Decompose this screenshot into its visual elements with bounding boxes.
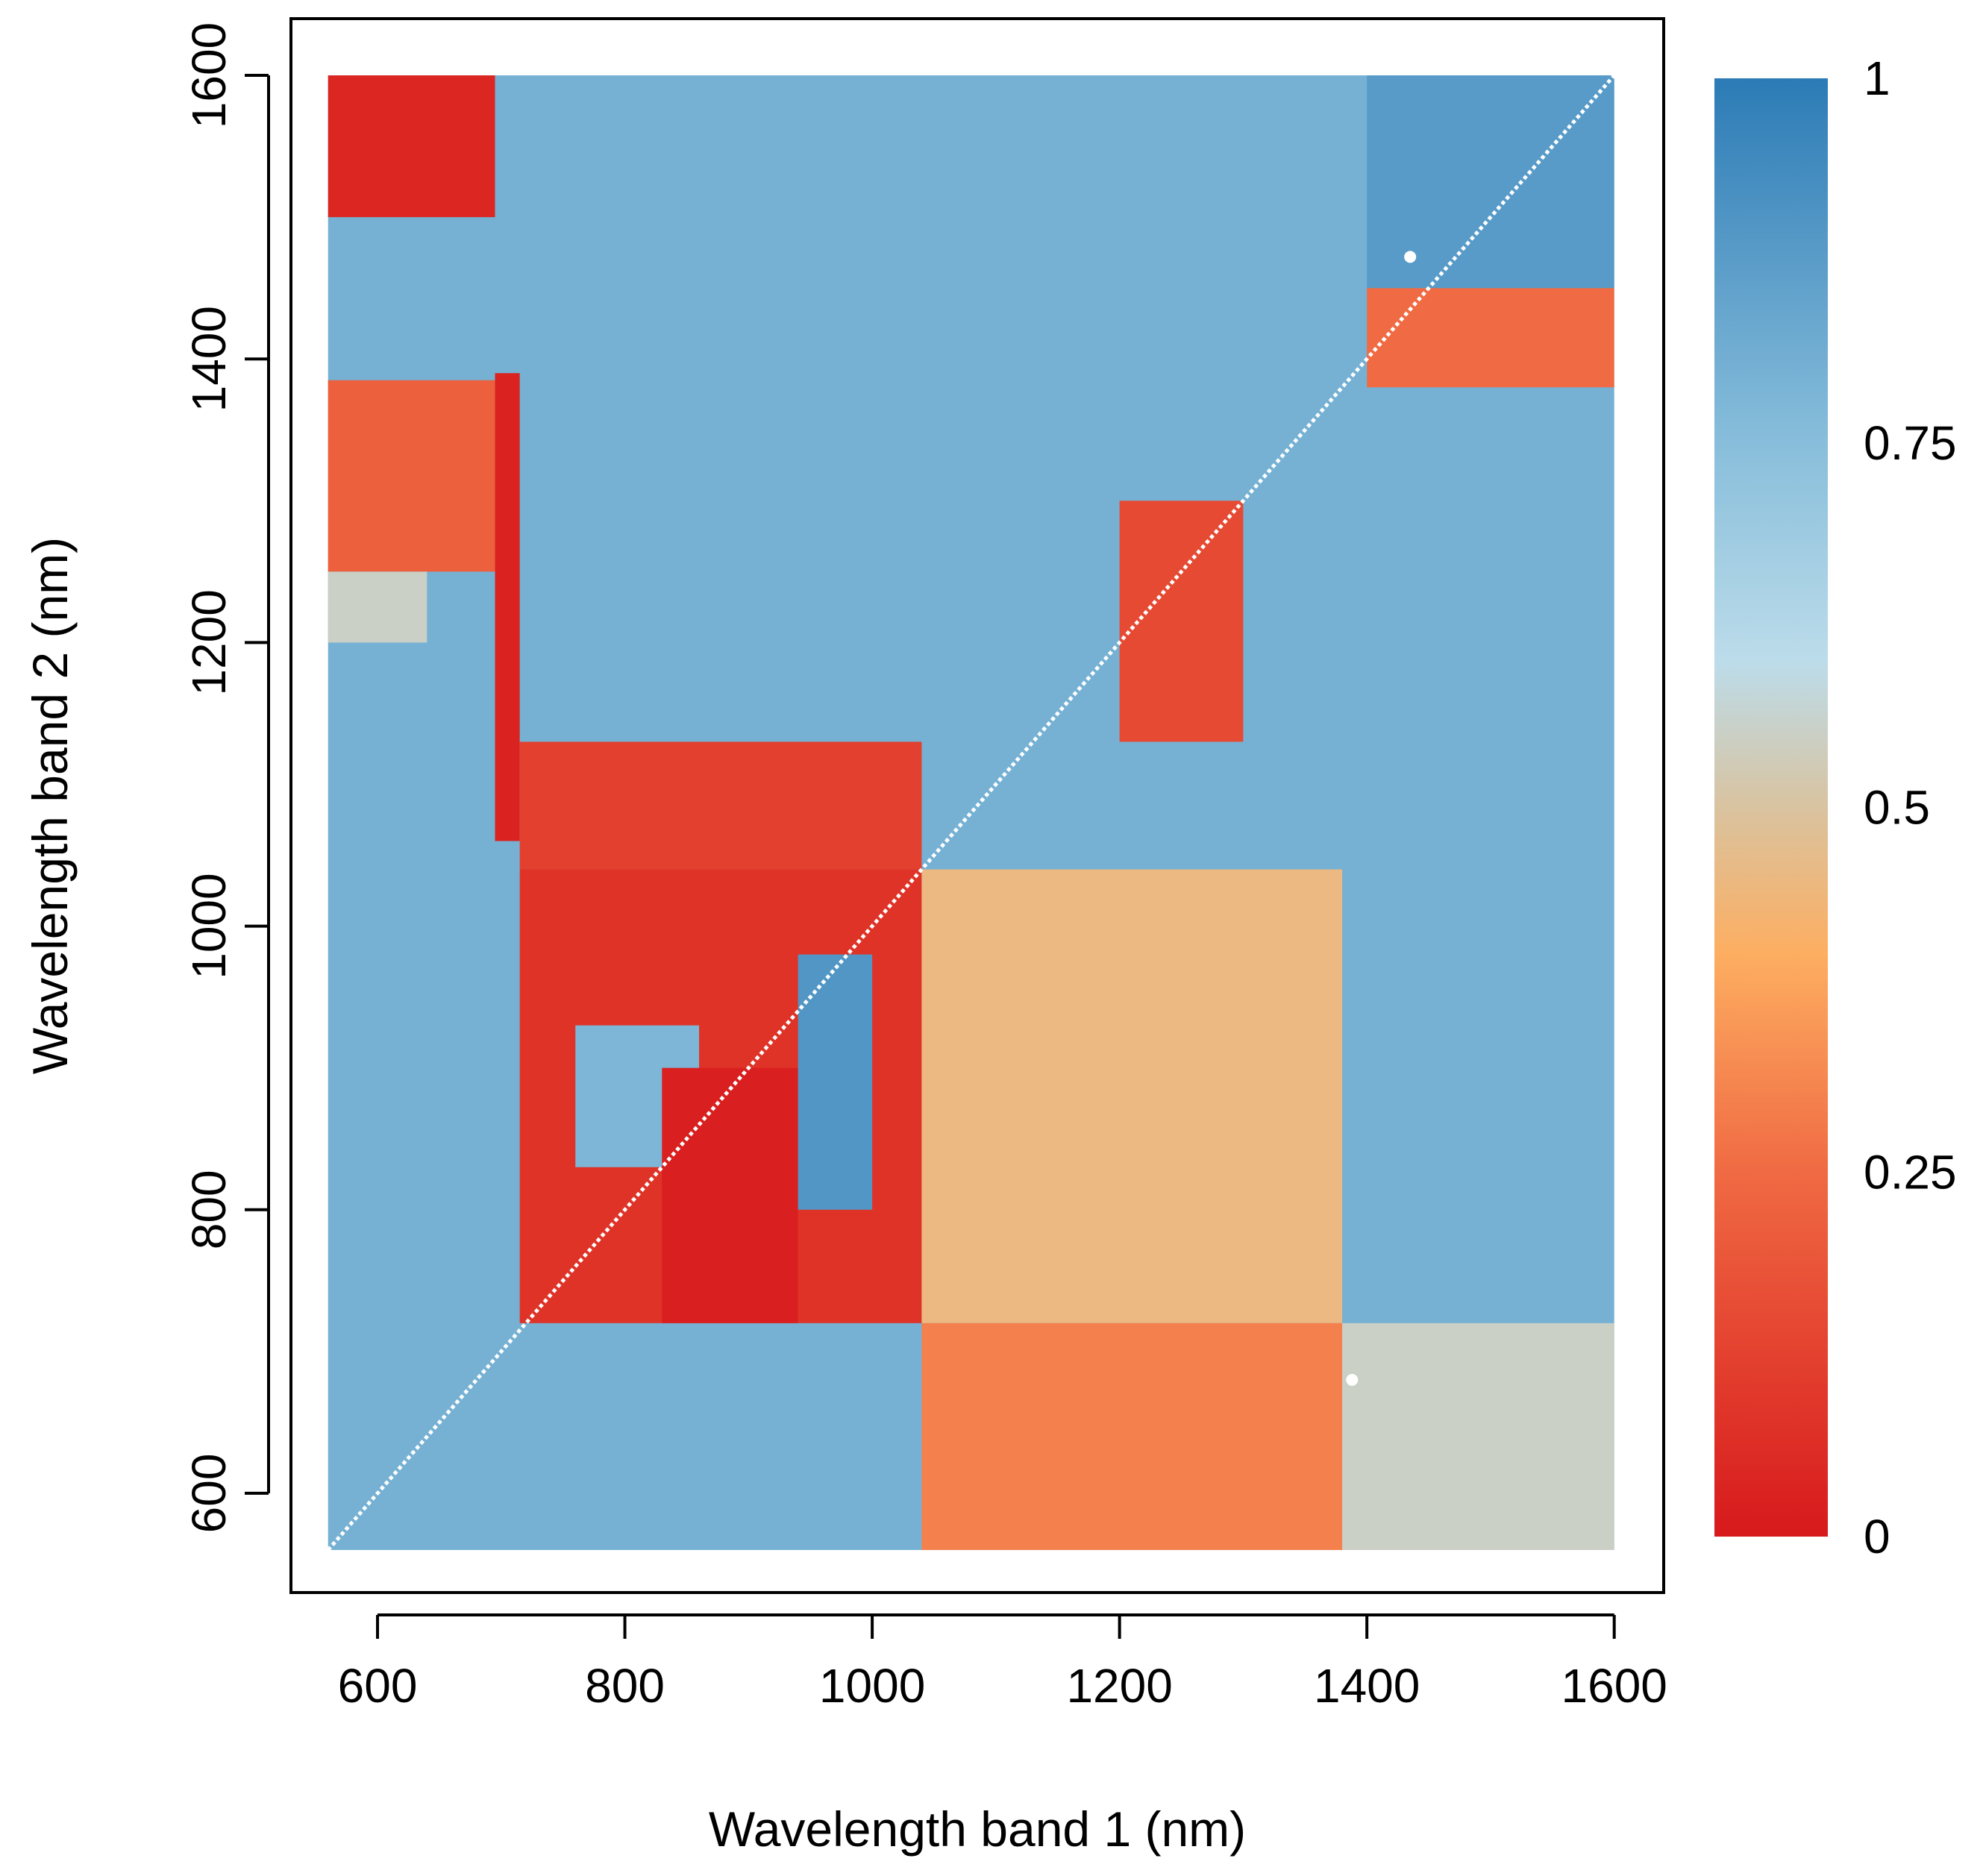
x-tick-label: 1000 [819,1659,925,1713]
x-tick-label: 800 [585,1659,665,1713]
heatmap-region [1367,288,1614,388]
heatmap-region [1367,75,1614,289]
colorbar-tick-label: 1 [1864,51,1890,105]
y-tick-label: 1000 [182,873,236,979]
y-tick-label: 1600 [182,22,236,128]
plot-frame [289,17,1665,1594]
colorbar-tick-label: 0.75 [1864,416,1957,470]
heatmap-region [921,869,1343,1323]
heatmap-region [798,954,873,1210]
heatmap-region [519,741,922,870]
y-axis-title: Wavelength band 2 (nm) [22,537,78,1074]
colorbar-tick-label: 0 [1864,1510,1890,1563]
heatmap-region [328,571,427,643]
highlight-point [1346,1373,1359,1386]
y-tick-label: 1400 [182,306,236,412]
heatmap-region [921,1323,1343,1550]
y-tick-label: 1200 [182,589,236,695]
x-tick-label: 1200 [1066,1659,1172,1713]
heatmap-region [328,380,495,572]
x-tick-label: 1400 [1314,1659,1420,1713]
x-tick-label: 600 [338,1659,418,1713]
y-axis: 600 800 1000 1200 1400 1600 [182,22,270,1534]
heatmap-overlay [326,74,1616,1552]
x-axis: 600 800 1000 1200 1400 1600 [338,1613,1667,1713]
heatmap-region [1119,501,1244,742]
y-tick-label: 800 [182,1170,236,1249]
colorbar-gradient [1714,78,1828,1537]
colorbar-tick-label: 0.25 [1864,1145,1957,1199]
heatmap-region [662,1067,798,1323]
y-tick-label: 600 [182,1454,236,1534]
x-tick-label: 1600 [1561,1659,1667,1713]
heatmap-region [495,373,520,841]
colorbar: 0 0.25 0.5 0.75 1 [1714,51,1957,1563]
heatmap-region [328,75,495,218]
heatmap-region [1342,1323,1614,1550]
colorbar-tick-label: 0.5 [1864,781,1930,835]
heatmap-cells [328,75,1614,1550]
highlight-point [1404,251,1417,263]
x-axis-title: Wavelength band 1 (nm) [709,1801,1246,1857]
